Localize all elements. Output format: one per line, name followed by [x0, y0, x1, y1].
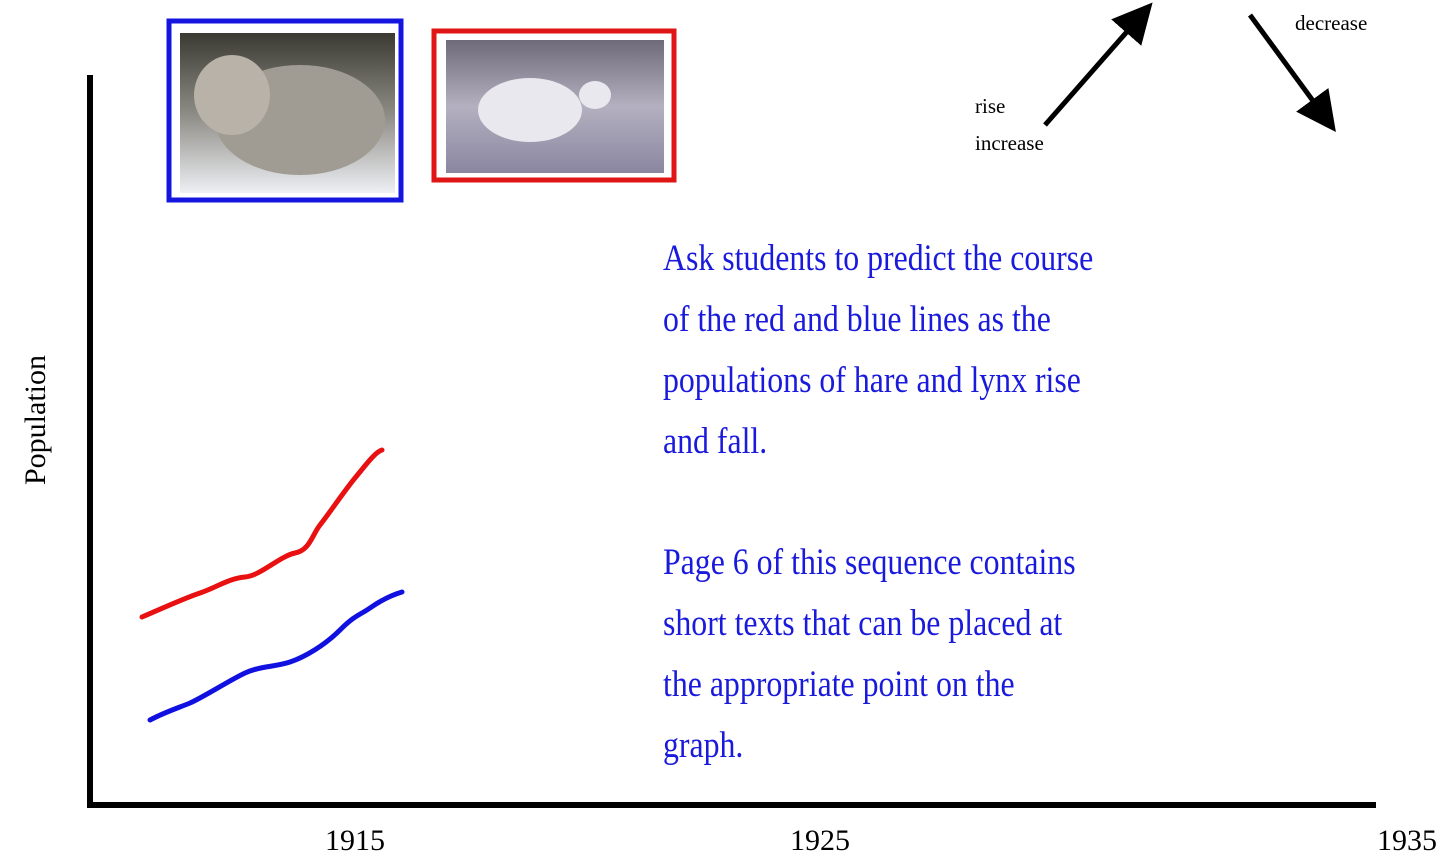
y-axis-label: Population: [19, 355, 52, 485]
note-line: graph.: [663, 725, 743, 766]
arrow-label: decrease: [1295, 11, 1367, 35]
x-tick-label: 1915: [325, 824, 385, 857]
note-line: short texts that can be placed at: [663, 603, 1063, 644]
note-line: Ask students to predict the course: [663, 238, 1093, 279]
note-line: and fall.: [663, 421, 767, 462]
rise-arrow: [1043, 2, 1153, 127]
hare-photo: [431, 28, 677, 183]
arrow-label: rise: [975, 94, 1005, 118]
decrease-arrow: [1247, 13, 1336, 133]
note-line: Page 6 of this sequence contains: [663, 542, 1076, 583]
notes: Ask students to predict the course of the…: [663, 238, 1093, 766]
x-tick-label: 1935: [1377, 824, 1437, 857]
note-line: of the red and blue lines as the: [663, 299, 1051, 340]
hare-line: [139, 447, 385, 620]
note-line: the appropriate point on the: [663, 664, 1015, 705]
lynx-line: [147, 589, 405, 723]
note-line: populations of hare and lynx rise: [663, 360, 1081, 401]
x-tick-label: 1925: [790, 824, 850, 857]
lynx-photo: [166, 18, 404, 203]
arrow-label: increase: [975, 131, 1044, 155]
